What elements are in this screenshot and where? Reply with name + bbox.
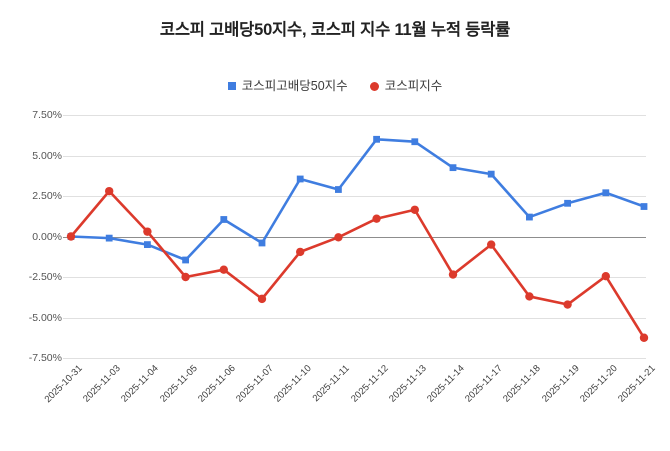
data-point-square-marker[interactable] — [105, 234, 113, 242]
x-axis-tick-label: 2025-11-18 — [501, 363, 544, 405]
gridline — [63, 358, 646, 359]
data-point-square-marker[interactable] — [449, 164, 457, 172]
data-point-circle-marker[interactable] — [448, 270, 458, 279]
legend-square-marker-icon — [227, 82, 236, 91]
x-axis-tick-label: 2025-11-21 — [616, 363, 658, 405]
gridline — [63, 317, 646, 319]
x-axis-tick-label: 2025-11-07 — [234, 363, 276, 405]
y-axis-tick-label: -7.50% — [28, 352, 62, 364]
y-axis-tick-label: 7.50% — [32, 109, 62, 121]
x-axis-tick-label: 2025-11-10 — [272, 363, 314, 405]
gridline — [63, 277, 646, 278]
series-line — [69, 137, 646, 262]
legend-label: 코스피지수 — [384, 79, 443, 93]
x-axis-tick-label: 2025-11-04 — [119, 363, 162, 405]
data-point-circle-marker[interactable] — [487, 240, 496, 249]
x-axis-tick-label: 2025-11-06 — [195, 363, 238, 405]
chart-title: 코스피 고배당50지수, 코스피 지수 11월 누적 등락률 — [159, 21, 511, 39]
y-axis-tick-label: -5.00% — [28, 311, 62, 324]
data-point-square-marker[interactable] — [296, 175, 304, 183]
data-point-circle-marker[interactable] — [143, 227, 152, 236]
data-point-circle-marker[interactable] — [372, 214, 381, 223]
data-point-circle-marker[interactable] — [66, 232, 76, 241]
data-point-square-marker[interactable] — [258, 239, 266, 247]
data-point-square-marker[interactable] — [335, 186, 342, 193]
data-point-circle-marker[interactable] — [219, 265, 228, 274]
x-axis-tick-label: 2025-11-05 — [157, 363, 200, 405]
data-point-square-marker[interactable] — [411, 138, 419, 146]
zero-axis-line — [63, 236, 646, 238]
y-axis-tick-label: 0.00% — [32, 230, 62, 243]
legend-item-kospi-index[interactable]: 코스피지수 — [369, 79, 443, 93]
series-kospi-index — [66, 186, 649, 342]
legend-item-kospi-high-dividend-50[interactable]: 코스피고배당50지수 — [227, 79, 348, 93]
data-point-circle-marker[interactable] — [525, 292, 534, 301]
plot-area: 7.50% 5.00% 2.50% 0.00% -2.50% -5.00% -7.50% 2… — [29, 109, 658, 405]
data-point-circle-marker[interactable] — [601, 271, 610, 281]
data-point-square-marker[interactable] — [144, 241, 151, 248]
x-axis-tick-label: 2025-11-20 — [577, 363, 620, 405]
x-axis-tick-label: 2025-11-17 — [463, 363, 505, 405]
series-line — [69, 189, 646, 340]
data-point-square-marker[interactable] — [640, 203, 648, 210]
x-axis-tick-label: 2025-11-13 — [386, 363, 429, 405]
y-axis-tick-label: 5.00% — [32, 149, 62, 162]
x-axis-tick-label: 2025-11-19 — [539, 363, 582, 405]
x-axis-tick-label: 2025-11-12 — [348, 363, 391, 405]
x-axis-tick-label: 2025-11-03 — [81, 363, 123, 405]
data-point-circle-marker[interactable] — [105, 186, 114, 196]
data-point-circle-marker[interactable] — [334, 233, 343, 242]
data-point-square-marker[interactable] — [564, 199, 571, 207]
data-point-square-marker[interactable] — [182, 256, 189, 264]
data-point-circle-marker[interactable] — [257, 294, 267, 304]
chart-legend: 코스피고배당50지수 코스피지수 — [0, 80, 670, 93]
data-point-circle-marker[interactable] — [410, 205, 419, 214]
gridline — [63, 196, 646, 197]
y-axis-tick-label: 2.50% — [32, 190, 62, 202]
x-axis-tick-label: 2025-11-14 — [425, 363, 467, 405]
gridline — [63, 115, 646, 116]
y-axis-tick-label: -2.50% — [28, 271, 62, 283]
x-axis-tick-label: 2025-10-31 — [42, 363, 85, 406]
data-point-square-marker[interactable] — [487, 170, 495, 178]
data-point-circle-marker[interactable] — [296, 247, 305, 257]
data-point-square-marker[interactable] — [526, 213, 533, 221]
data-point-circle-marker[interactable] — [181, 272, 190, 282]
data-point-circle-marker[interactable] — [563, 300, 572, 309]
data-point-square-marker[interactable] — [220, 216, 228, 223]
x-axis-tick-label: 2025-11-11 — [311, 363, 353, 405]
data-point-square-marker[interactable] — [373, 135, 380, 143]
legend-label: 코스피고배당50지수 — [241, 79, 348, 93]
data-point-circle-marker[interactable] — [639, 333, 649, 342]
gridline — [63, 155, 646, 157]
legend-circle-marker-icon — [369, 81, 379, 91]
series-kospi-high-dividend-50 — [67, 135, 648, 264]
data-point-square-marker[interactable] — [602, 189, 610, 197]
series-layer — [66, 135, 649, 342]
